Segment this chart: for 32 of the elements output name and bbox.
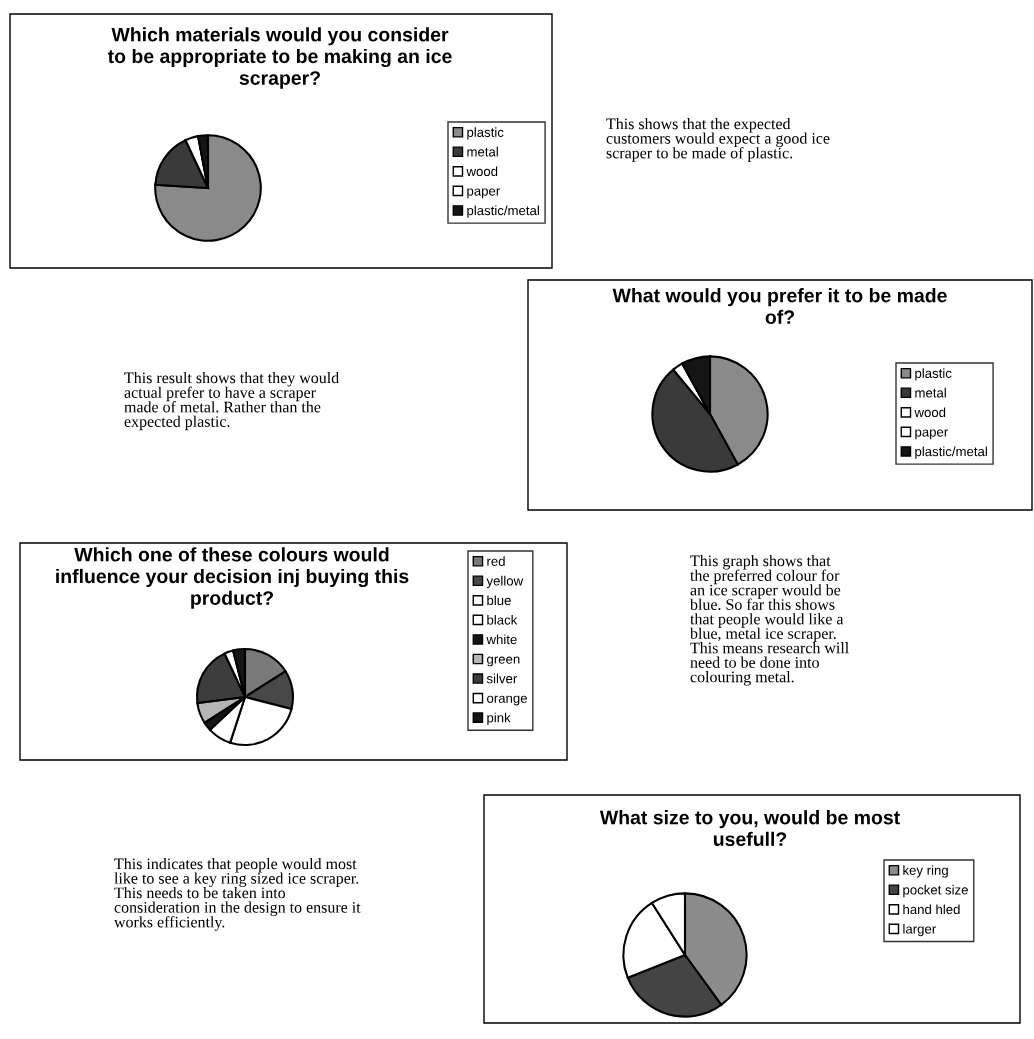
legend-label: white — [486, 634, 517, 645]
legend-label: orange — [487, 695, 527, 706]
legend-label: paper — [467, 188, 500, 199]
legend-label: larger — [903, 923, 936, 937]
chart-title: What would you prefer it to be made of? — [612, 288, 947, 325]
legend-label: pocket size — [903, 884, 968, 898]
legend-label: wood — [914, 407, 946, 418]
legend-label: plastic/metal — [467, 205, 539, 218]
text: This graph shows that the preferred colour for an ice scraper would be blue. So far this shows that people would like a blue, metal ice scraper. This means research will need to be done into colouring metal. — [690, 555, 849, 686]
text: This indicates that people would most like to see a key ring sized ice scraper. This needs to be taken into consideration in the design to ensure it works efficiently. — [114, 858, 361, 931]
legend-label: plastic/metal — [915, 446, 987, 459]
legend-label: green — [487, 656, 520, 667]
legend-label: hand hled — [903, 904, 960, 915]
legend-label: metal — [467, 146, 498, 157]
legend-label: paper — [915, 429, 948, 440]
legend-label: red — [487, 556, 505, 566]
legend-label: yellow — [486, 575, 524, 589]
chart-title: Which materials would you consider to be appropriate to be making an ice scraper? — [107, 27, 452, 89]
legend-label: plastic — [467, 127, 504, 140]
legend-label: plastic — [915, 368, 952, 381]
legend-label: silver — [486, 673, 518, 684]
chart-title: What size to you, would be most usefull? — [599, 810, 900, 847]
legend-label: metal — [915, 387, 946, 398]
legend-label: pink — [487, 712, 511, 726]
legend-label: wood — [466, 166, 498, 177]
text: This result shows that they would actual prefer to have a scraper made of metal. Rather than the expected plastic. — [124, 372, 339, 431]
text: Which one of these colours would influence your decision inj buying this product? — [56, 547, 409, 609]
legend-label: black — [487, 614, 518, 625]
legend-label: key ring — [903, 865, 948, 878]
pie-slice — [154, 134, 262, 242]
text: This shows that the expected customers would expect a good ice scraper to be made of plastic. — [606, 118, 830, 162]
legend-label: blue — [487, 595, 511, 606]
